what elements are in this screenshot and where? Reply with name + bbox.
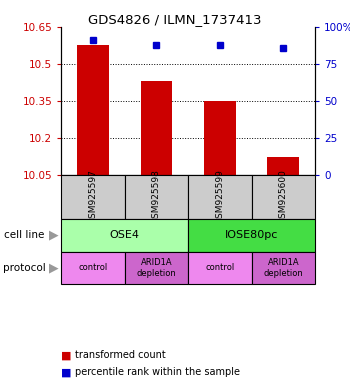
Text: ARID1A
depletion: ARID1A depletion (136, 258, 176, 278)
Text: control: control (205, 263, 235, 272)
Text: GSM925598: GSM925598 (152, 169, 161, 224)
Bar (61, 219, 188, 252)
Text: transformed count: transformed count (75, 350, 166, 360)
Text: ARID1A
depletion: ARID1A depletion (264, 258, 303, 278)
Text: ■: ■ (61, 367, 72, 377)
Text: ▶: ▶ (49, 262, 59, 274)
Text: OSE4: OSE4 (110, 230, 140, 240)
Text: control: control (78, 263, 107, 272)
Bar (77, 45, 109, 175)
Bar (61, 252, 125, 284)
Bar (252, 252, 315, 284)
Text: IOSE80pc: IOSE80pc (225, 230, 278, 240)
Bar (204, 101, 236, 175)
Text: protocol: protocol (4, 263, 46, 273)
Bar (188, 252, 252, 284)
Bar (188, 219, 315, 252)
Text: GSM925600: GSM925600 (279, 169, 288, 224)
Text: ■: ■ (61, 350, 72, 360)
Text: GDS4826 / ILMN_1737413: GDS4826 / ILMN_1737413 (88, 13, 262, 26)
Bar (267, 157, 299, 175)
Text: GSM925597: GSM925597 (89, 169, 97, 224)
Text: percentile rank within the sample: percentile rank within the sample (75, 367, 240, 377)
Bar (188, 175, 252, 219)
Text: cell line: cell line (4, 230, 44, 240)
Bar (125, 252, 188, 284)
Bar (61, 175, 125, 219)
Bar (125, 175, 188, 219)
Bar (252, 175, 315, 219)
Text: GSM925599: GSM925599 (215, 169, 224, 224)
Bar (141, 81, 172, 175)
Text: ▶: ▶ (49, 229, 59, 242)
